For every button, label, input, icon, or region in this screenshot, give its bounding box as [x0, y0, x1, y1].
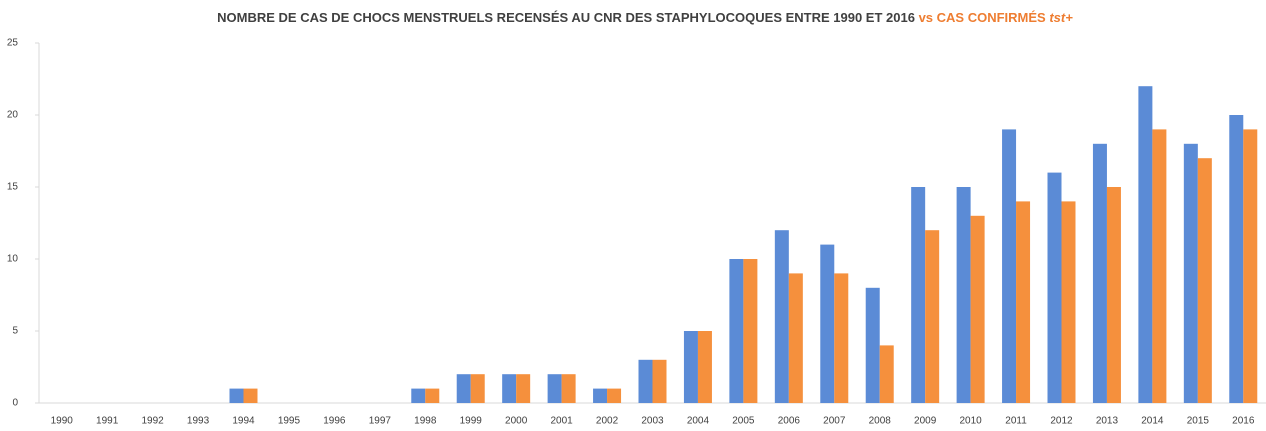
- bar: [1183, 143, 1198, 404]
- x-tick-label: 1992: [141, 416, 164, 427]
- bar: [502, 374, 517, 403]
- y-tick-label: 5: [12, 326, 18, 337]
- bar: [970, 215, 985, 403]
- x-tick-label: 1993: [187, 416, 210, 427]
- x-tick-label: 1998: [414, 416, 437, 427]
- y-tick-label: 10: [7, 254, 19, 265]
- bar: [516, 374, 531, 403]
- bar: [925, 230, 940, 403]
- x-tick-label: 2000: [505, 416, 528, 427]
- bar: [956, 187, 971, 403]
- x-tick-label: 2007: [823, 416, 846, 427]
- x-tick-label: 2006: [778, 416, 801, 427]
- bar: [1092, 143, 1107, 404]
- x-tick-label: 2015: [1187, 416, 1210, 427]
- x-tick-label: 2016: [1232, 416, 1255, 427]
- bar: [1047, 172, 1062, 403]
- bar: [788, 273, 803, 403]
- x-tick-label: 2009: [914, 416, 937, 427]
- x-tick-label: 2012: [1050, 416, 1073, 427]
- bar: [470, 374, 485, 403]
- bar: [1138, 86, 1153, 403]
- x-tick-label: 1991: [96, 416, 119, 427]
- x-tick-label: 2001: [550, 416, 573, 427]
- bar: [1016, 201, 1031, 403]
- x-tick-label: 1990: [51, 416, 74, 427]
- bar: [243, 388, 258, 403]
- x-tick-label: 2013: [1096, 416, 1119, 427]
- y-tick-label: 20: [7, 110, 19, 121]
- bar: [911, 187, 926, 403]
- x-tick-label: 2005: [732, 416, 755, 427]
- bar: [774, 230, 789, 403]
- bar: [1002, 129, 1017, 403]
- x-tick-label: 2014: [1141, 416, 1164, 427]
- bar: [652, 359, 667, 403]
- bar: [1152, 129, 1167, 403]
- bar: [683, 331, 698, 403]
- bar: [1243, 129, 1258, 403]
- bar: [547, 374, 562, 403]
- x-tick-label: 1999: [460, 416, 483, 427]
- x-tick-label: 1997: [369, 416, 392, 427]
- title-part: tst+: [1049, 10, 1073, 25]
- x-tick-label: 2008: [869, 416, 892, 427]
- title-part: NOMBRE DE CAS DE CHOCS MENSTRUELS RECENS…: [217, 10, 915, 25]
- y-tick-label: 15: [7, 182, 19, 193]
- x-tick-label: 1995: [278, 416, 301, 427]
- bar: [834, 273, 849, 403]
- bar: [697, 331, 712, 403]
- y-tick-label: 0: [12, 398, 18, 409]
- bar: [561, 374, 576, 403]
- x-tick-label: 1994: [232, 416, 255, 427]
- bar: [865, 287, 880, 403]
- x-tick-label: 1996: [323, 416, 346, 427]
- bar: [411, 388, 426, 403]
- bar: [425, 388, 440, 403]
- bar: [743, 259, 758, 403]
- x-tick-label: 2002: [596, 416, 619, 427]
- x-tick-label: 2004: [687, 416, 710, 427]
- x-tick-label: 2003: [641, 416, 664, 427]
- bar: [1229, 115, 1244, 403]
- bar: [820, 244, 835, 403]
- y-tick-label: 25: [7, 38, 19, 49]
- bar: [1061, 201, 1076, 403]
- bar: [456, 374, 471, 403]
- bar: [879, 345, 894, 403]
- bar: [229, 388, 244, 403]
- bar: [729, 259, 744, 403]
- bar: [1106, 187, 1121, 403]
- bar: [1197, 158, 1212, 403]
- title-part: vs CAS CONFIRMÉS: [919, 10, 1046, 25]
- bar: [607, 388, 622, 403]
- chart-title: NOMBRE DE CAS DE CHOCS MENSTRUELS RECENS…: [217, 10, 1073, 25]
- x-tick-label: 2010: [959, 416, 982, 427]
- x-tick-label: 2011: [1005, 416, 1027, 427]
- bar: [593, 388, 608, 403]
- bar: [638, 359, 653, 403]
